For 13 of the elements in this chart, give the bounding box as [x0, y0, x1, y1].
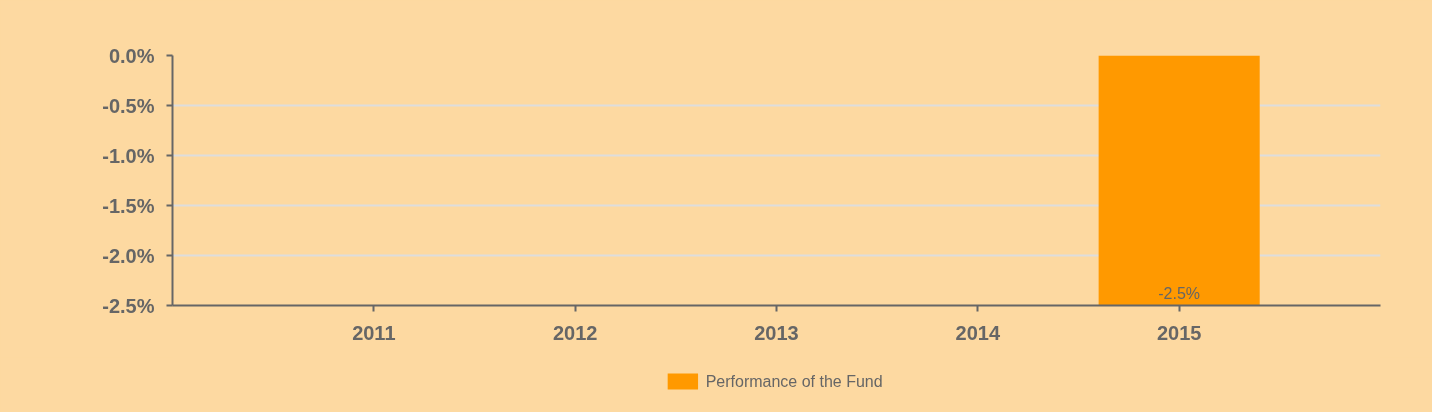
y-tick-label: -2.5%: [102, 294, 155, 317]
y-tick-label: 0.0%: [108, 44, 155, 67]
y-tick-label: -2.0%: [102, 244, 155, 267]
x-tick-label: 2015: [1156, 321, 1202, 344]
y-tick-label: -1.5%: [102, 194, 155, 217]
y-tick-label: -0.5%: [102, 94, 155, 117]
x-tick-label: 2013: [754, 321, 799, 344]
x-tick-label: 2011: [352, 321, 396, 344]
x-tick-label: 2012: [552, 321, 598, 344]
x-tick-label: 2014: [955, 321, 1001, 344]
data-label: -2.5%: [1158, 284, 1201, 302]
legend-label: Performance of the Fund: [705, 373, 883, 390]
y-tick-label: -1.0%: [102, 144, 155, 167]
